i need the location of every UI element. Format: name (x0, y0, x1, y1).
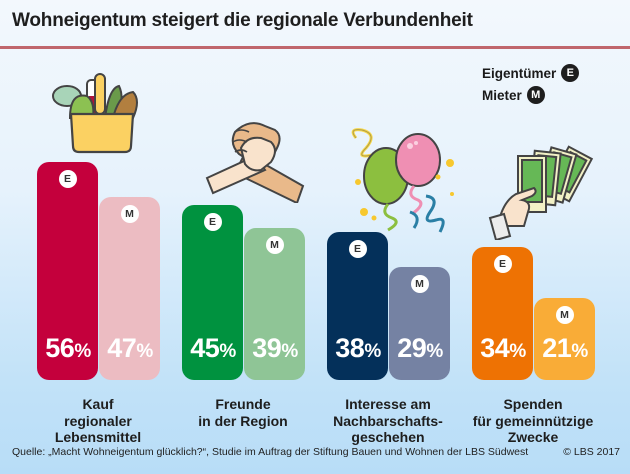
owner-bar: E (182, 204, 243, 380)
legend-owner-badge: E (561, 64, 580, 82)
renter-bar: M (534, 298, 595, 380)
data-label: 47% (107, 333, 153, 363)
balloons-icon (351, 128, 454, 233)
data-label: 39% (252, 333, 298, 363)
category-label: Spenden für gemeinnützige Zwecke (472, 396, 594, 445)
chart-title: Wohneigentum steigert die regionale Verb… (12, 10, 473, 31)
legend-renter-label: Mieter (482, 87, 522, 103)
data-label: 38% (335, 333, 381, 363)
data-label: 56% (45, 333, 91, 363)
legend-item-owner: Eigentümer E (482, 62, 580, 84)
renter-badge: M (120, 204, 139, 223)
renter-bar: M (389, 266, 450, 380)
data-label: 29% (397, 333, 443, 363)
data-label: 21% (542, 333, 588, 363)
source-note: Quelle: „Macht Wohneigentum glücklich?“,… (12, 446, 529, 458)
renter-badge: M (555, 306, 574, 325)
category-label: Kauf regionaler Lebensmittel (54, 396, 142, 445)
category-label: Freunde in der Region (198, 396, 288, 429)
owner-bar: E (327, 231, 388, 380)
owner-badge: E (203, 212, 222, 231)
money-hand-icon (488, 145, 594, 240)
category-label: Interesse am Nachbarschafts- geschehen (333, 396, 443, 445)
shopping-basket-icon (52, 73, 138, 154)
legend-owner-label: Eigentümer (482, 65, 557, 81)
owner-badge: E (58, 169, 77, 188)
copyright: © LBS 2017 (563, 446, 620, 458)
owner-badge: E (493, 255, 512, 274)
renter-bar: M (244, 227, 305, 380)
data-label: 45% (190, 333, 236, 363)
owner-bar: E (472, 247, 533, 380)
legend-item-renter: Mieter M (482, 84, 579, 106)
legend-renter-badge: M (526, 86, 545, 104)
legend: Eigentümer E Mieter M (482, 62, 580, 106)
renter-badge: M (265, 235, 284, 254)
renter-bar: M (99, 196, 160, 380)
data-label: 34% (480, 333, 526, 363)
handshake-icon (205, 122, 305, 203)
owner-bar: E (37, 161, 98, 380)
title-divider (0, 46, 630, 49)
renter-badge: M (410, 274, 429, 293)
owner-badge: E (348, 239, 367, 258)
